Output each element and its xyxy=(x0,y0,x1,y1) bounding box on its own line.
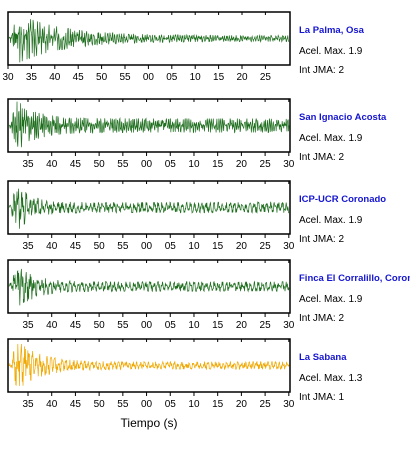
station-name: ICP-UCR Coronado xyxy=(299,194,386,205)
tick-label: 40 xyxy=(49,72,61,83)
accel-max-label: Acel. Max. 1.9 xyxy=(299,46,363,57)
tick-label: 20 xyxy=(236,159,248,170)
tick-label: 50 xyxy=(94,159,106,170)
tick-label: 45 xyxy=(70,241,82,252)
tick-label: 25 xyxy=(260,399,272,410)
tick-label: 05 xyxy=(166,72,178,83)
accel-max-label: Acel. Max. 1.9 xyxy=(299,133,363,144)
tick-label: 05 xyxy=(165,399,177,410)
tick-label: 15 xyxy=(212,241,224,252)
station-name: San Ignacio Acosta xyxy=(299,112,387,123)
tick-label: 50 xyxy=(94,241,106,252)
jma-intensity-label: Int JMA: 2 xyxy=(299,65,344,76)
tick-label: 15 xyxy=(212,159,224,170)
panel-2: 35 40 45 50 55 00 05 10 15 20 25 30 San Ignacio Acos… xyxy=(7,98,387,170)
panel-frame-3 xyxy=(7,180,291,235)
waveform-5 xyxy=(8,343,290,386)
accel-max-label: Acel. Max. 1.9 xyxy=(299,294,363,305)
tick-label: 10 xyxy=(188,320,200,331)
x-axis-label: Tiempo (s) xyxy=(121,416,178,430)
tick-label: 30 xyxy=(283,399,295,410)
tick-label: 15 xyxy=(212,399,224,410)
tick-label: 35 xyxy=(26,72,38,83)
jma-intensity-label: Int JMA: 1 xyxy=(299,392,344,403)
tick-label: 00 xyxy=(141,159,153,170)
tick-label: 15 xyxy=(212,320,224,331)
tick-label: 15 xyxy=(213,72,225,83)
tick-label: 20 xyxy=(236,399,248,410)
tick-label: 55 xyxy=(117,399,129,410)
jma-intensity-label: Int JMA: 2 xyxy=(299,152,344,163)
panel-frame-1 xyxy=(7,11,291,66)
waveform-2 xyxy=(8,101,290,148)
tick-label: 35 xyxy=(22,399,34,410)
tick-label: 10 xyxy=(188,399,200,410)
waveform-1 xyxy=(8,19,290,63)
tick-label: 45 xyxy=(73,72,85,83)
station-name: Finca El Corralillo, Corona xyxy=(299,273,410,284)
panels-group: 30 35 40 45 50 55 00 05 10 15 20 25 La Palma, Osa Ace… xyxy=(2,11,410,410)
tick-label: 45 xyxy=(70,320,82,331)
tick-label: 00 xyxy=(141,399,153,410)
station-name: La Palma, Osa xyxy=(299,25,365,36)
tick-label: 30 xyxy=(283,320,295,331)
tick-label: 20 xyxy=(236,241,248,252)
jma-intensity-label: Int JMA: 2 xyxy=(299,313,344,324)
tick-label: 55 xyxy=(117,320,129,331)
panel-3: 35 40 45 50 55 00 05 10 15 20 25 30 ICP-UCR Coronado… xyxy=(7,180,386,252)
tick-label: 50 xyxy=(96,72,108,83)
panel-4: 35 40 45 50 55 00 05 10 15 20 25 30 Finca El Corrali… xyxy=(7,259,410,331)
tick-label: 50 xyxy=(94,320,106,331)
tick-label: 45 xyxy=(70,399,82,410)
accel-max-label: Acel. Max. 1.9 xyxy=(299,215,363,226)
tick-label: 35 xyxy=(22,159,34,170)
tick-label: 55 xyxy=(119,72,131,83)
tick-label: 10 xyxy=(188,159,200,170)
tick-label: 30 xyxy=(2,72,14,83)
tick-label: 50 xyxy=(94,399,106,410)
panel-5: 35 40 45 50 55 00 05 10 15 20 25 30 La Sabana Acel. M… xyxy=(7,338,363,410)
tick-label: 30 xyxy=(283,159,295,170)
tick-label: 25 xyxy=(260,72,272,83)
tick-label: 25 xyxy=(260,241,272,252)
tick-label: 55 xyxy=(117,159,129,170)
tick-label: 00 xyxy=(143,72,155,83)
tick-label: 40 xyxy=(46,159,58,170)
tick-label: 05 xyxy=(165,159,177,170)
panel-frame-2 xyxy=(7,98,291,153)
tick-label: 20 xyxy=(236,320,248,331)
tick-label: 10 xyxy=(188,241,200,252)
tick-label: 40 xyxy=(46,241,58,252)
panel-frame-4 xyxy=(7,259,291,314)
waveform-4 xyxy=(8,268,290,306)
tick-label: 05 xyxy=(165,241,177,252)
tick-label: 25 xyxy=(260,320,272,331)
tick-label: 45 xyxy=(70,159,82,170)
jma-intensity-label: Int JMA: 2 xyxy=(299,234,344,245)
accel-max-label: Acel. Max. 1.3 xyxy=(299,373,363,384)
tick-label: 05 xyxy=(165,320,177,331)
tick-label: 40 xyxy=(46,320,58,331)
tick-label: 35 xyxy=(22,320,34,331)
tick-label: 30 xyxy=(283,241,295,252)
tick-label: 00 xyxy=(141,320,153,331)
station-name: La Sabana xyxy=(299,352,347,363)
panel-frame-5 xyxy=(7,338,291,393)
waveform-3 xyxy=(8,188,290,229)
tick-label: 00 xyxy=(141,241,153,252)
tick-label: 40 xyxy=(46,399,58,410)
tick-label: 35 xyxy=(22,241,34,252)
tick-label: 25 xyxy=(260,159,272,170)
tick-label: 20 xyxy=(236,72,248,83)
tick-label: 55 xyxy=(117,241,129,252)
tick-label: 10 xyxy=(190,72,202,83)
panel-1: 30 35 40 45 50 55 00 05 10 15 20 25 La Palma, Osa Ace… xyxy=(2,11,365,83)
